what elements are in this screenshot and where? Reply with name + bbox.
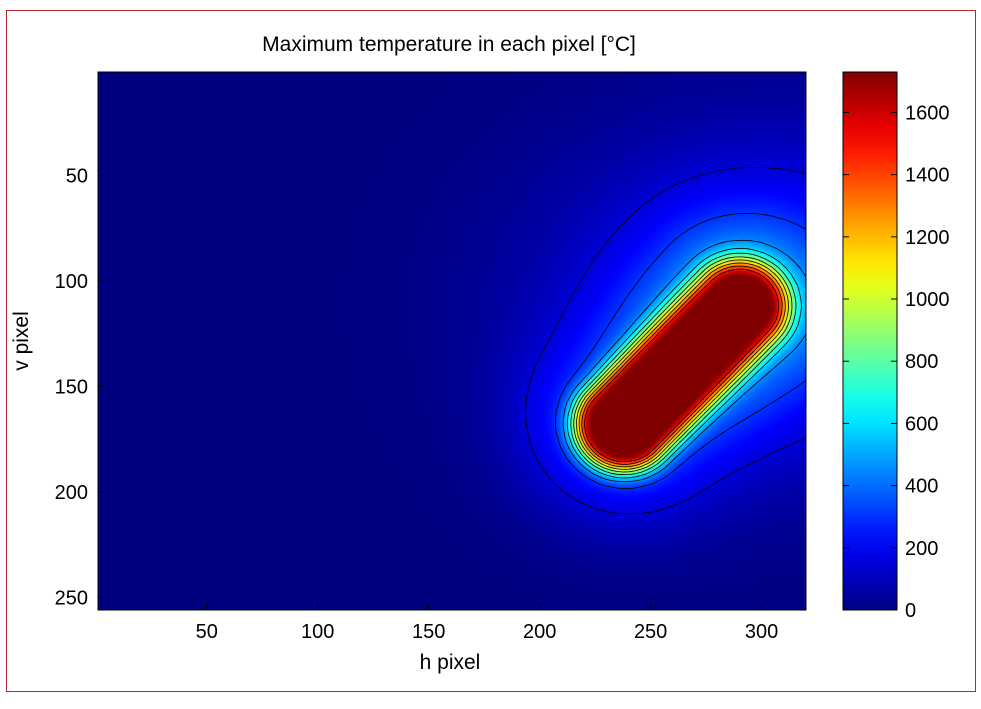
x-tick-label: 300 <box>745 621 778 643</box>
y-tick-label: 100 <box>55 271 88 293</box>
x-tick-label: 250 <box>634 621 667 643</box>
plot-area <box>98 72 806 610</box>
contour-line <box>584 268 780 463</box>
x-axis-title: h pixel <box>420 651 481 674</box>
y-axis-ticks: 50 100 150 200 250 <box>55 165 104 609</box>
contour-line <box>573 256 793 473</box>
y-tick-label: 150 <box>55 376 88 398</box>
y-tick-label: 200 <box>55 482 88 504</box>
contour-line <box>576 259 789 470</box>
y-tick-label: 250 <box>55 587 88 609</box>
contour-line <box>570 252 797 476</box>
y-axis-title: v pixel <box>10 311 33 371</box>
colorbar-tick-label: 1600 <box>905 102 950 124</box>
contour-lines <box>525 167 807 515</box>
x-tick-label: 150 <box>412 621 445 643</box>
colorbar-tick-label: 800 <box>905 351 938 373</box>
colorbar-ticks: 0 200 400 600 800 1000 1200 1400 1600 <box>843 102 950 622</box>
contour-line <box>581 265 783 465</box>
heatmap-chart: Maximum temperature in each pixel [°C] 5… <box>10 33 950 674</box>
chart-title: Maximum temperature in each pixel [°C] <box>262 33 636 56</box>
colorbar-tick-label: 600 <box>905 413 938 435</box>
contour-line <box>555 213 807 490</box>
contour-line <box>525 167 807 515</box>
colorbar-tick-label: 1200 <box>905 227 950 249</box>
x-tick-label: 100 <box>301 621 334 643</box>
x-tick-label: 200 <box>523 621 556 643</box>
heatmap-raster <box>98 72 806 610</box>
colorbar-tick-label: 400 <box>905 476 938 498</box>
figure-frame: Maximum temperature in each pixel [°C] 5… <box>6 10 976 692</box>
contour-line <box>562 239 807 483</box>
contour-line <box>578 262 786 468</box>
colorbar-tick-label: 200 <box>905 538 938 560</box>
plot-border <box>97 71 807 611</box>
colorbar <box>842 71 898 611</box>
x-tick-label: 50 <box>196 621 218 643</box>
colorbar-gradient <box>842 71 898 611</box>
contour-line <box>566 247 802 479</box>
y-tick-label: 50 <box>66 165 88 187</box>
x-axis-ticks: 50 100 150 200 250 300 <box>196 604 778 643</box>
colorbar-tick-label: 1000 <box>905 289 950 311</box>
colorbar-tick-label: 0 <box>905 600 916 622</box>
colorbar-tick-label: 1400 <box>905 165 950 187</box>
